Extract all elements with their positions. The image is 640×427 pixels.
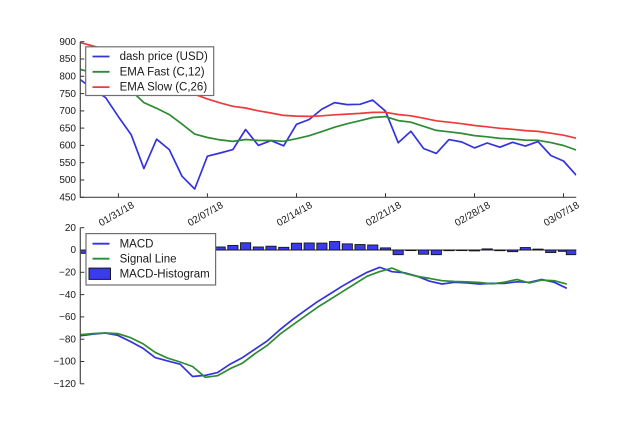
svg-text:600: 600 (59, 141, 76, 152)
svg-text:800: 800 (59, 72, 76, 83)
svg-text:−100: −100 (53, 357, 76, 368)
svg-text:900: 900 (59, 37, 76, 48)
svg-text:850: 850 (59, 54, 76, 65)
svg-text:20: 20 (65, 223, 77, 234)
svg-text:−20: −20 (59, 268, 76, 279)
svg-text:750: 750 (59, 89, 76, 100)
svg-text:EMA Slow (C,26): EMA Slow (C,26) (120, 82, 208, 94)
svg-text:MACD-Histogram: MACD-Histogram (120, 269, 210, 281)
svg-text:−80: −80 (59, 334, 76, 345)
svg-text:550: 550 (59, 158, 76, 169)
svg-text:450: 450 (59, 193, 76, 204)
svg-text:−40: −40 (59, 290, 76, 301)
svg-text:dash price (USD): dash price (USD) (120, 51, 208, 63)
svg-text:MACD: MACD (120, 238, 154, 250)
svg-text:0: 0 (70, 245, 76, 256)
svg-text:−120: −120 (53, 379, 76, 390)
svg-text:−60: −60 (59, 312, 76, 323)
svg-text:Signal Line: Signal Line (120, 253, 177, 265)
svg-text:700: 700 (59, 106, 76, 117)
svg-text:500: 500 (59, 175, 76, 186)
svg-text:EMA Fast (C,12): EMA Fast (C,12) (120, 66, 205, 78)
svg-text:650: 650 (59, 123, 76, 134)
